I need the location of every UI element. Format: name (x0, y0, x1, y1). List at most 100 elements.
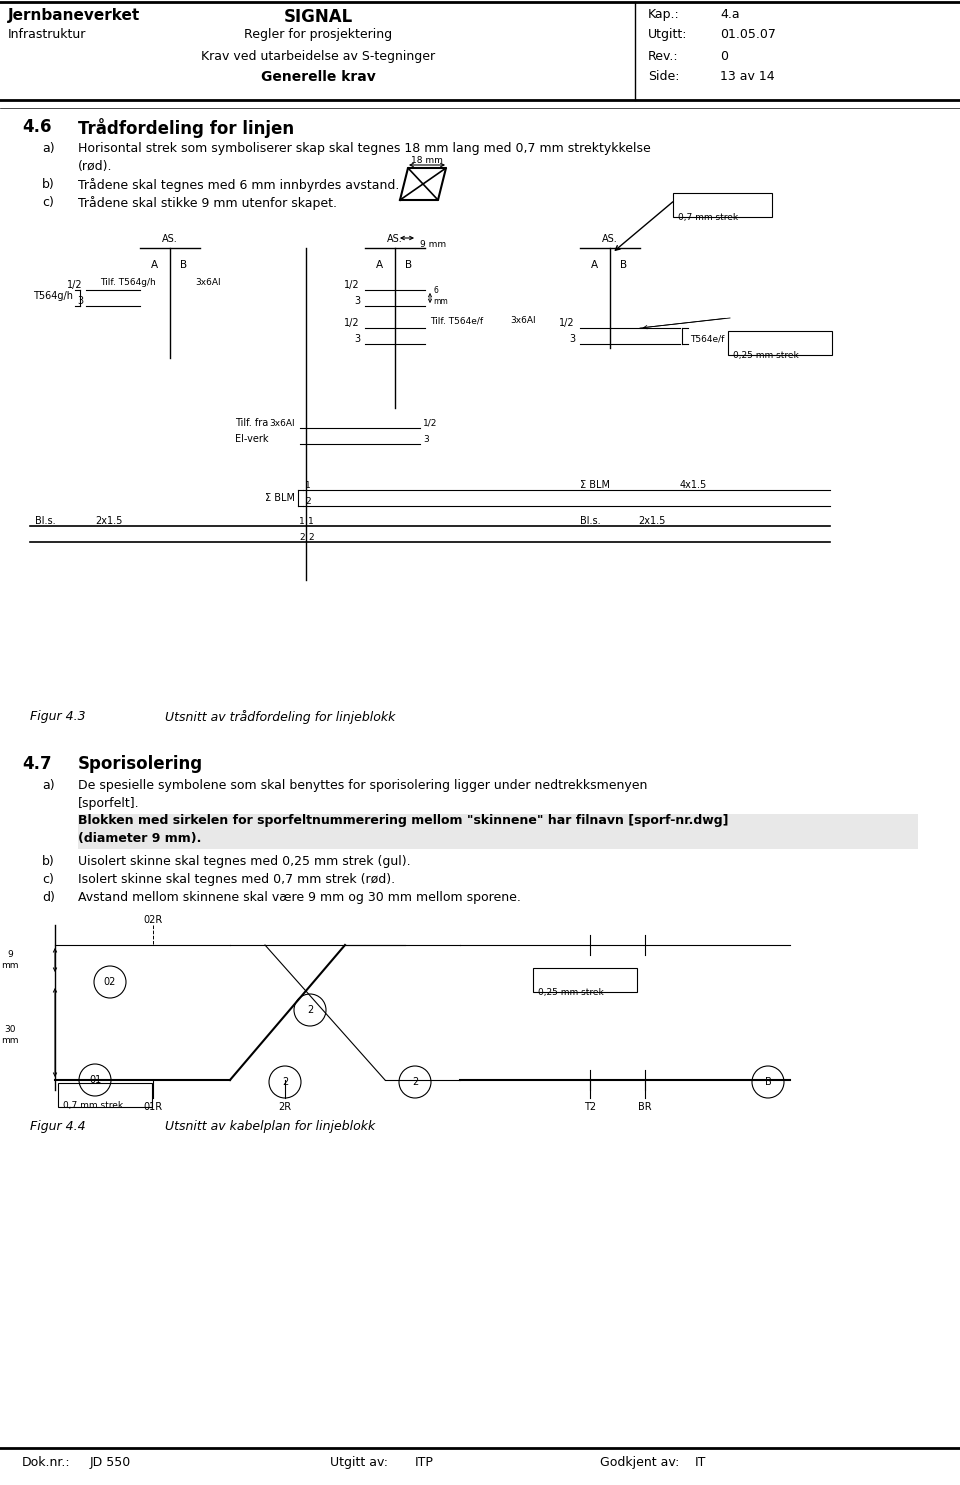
Text: Dok.nr.:: Dok.nr.: (22, 1455, 71, 1469)
Text: Infrastruktur: Infrastruktur (8, 28, 86, 42)
Text: B: B (405, 260, 413, 270)
Text: 1/2: 1/2 (345, 281, 360, 290)
FancyBboxPatch shape (58, 1083, 152, 1106)
Text: B: B (620, 260, 628, 270)
Text: Blokken med sirkelen for sporfeltnummerering mellom "skinnene" har filnavn [spor: Blokken med sirkelen for sporfeltnummere… (78, 814, 729, 827)
Text: 2: 2 (305, 497, 311, 506)
Text: Tilf. T564g/h: Tilf. T564g/h (100, 278, 156, 287)
Text: AS.: AS. (162, 235, 178, 244)
Text: Bl.s.: Bl.s. (580, 515, 601, 526)
Text: 2: 2 (307, 1005, 313, 1016)
Text: 2: 2 (412, 1077, 419, 1087)
Text: 2R: 2R (278, 1102, 292, 1112)
Text: Rev.:: Rev.: (648, 50, 679, 62)
Text: 01: 01 (89, 1075, 101, 1086)
Text: 2x1.5: 2x1.5 (95, 515, 122, 526)
Text: Utgitt av:: Utgitt av: (330, 1455, 388, 1469)
Text: 1/2: 1/2 (560, 318, 575, 328)
Text: 0,7 mm strek: 0,7 mm strek (678, 212, 738, 221)
Text: d): d) (42, 891, 55, 904)
Text: Bl.s.: Bl.s. (35, 515, 56, 526)
Text: T2: T2 (584, 1102, 596, 1112)
Text: 01R: 01R (143, 1102, 162, 1112)
Text: a): a) (42, 143, 55, 154)
Text: 4.a: 4.a (720, 7, 739, 21)
Text: 3x6Al: 3x6Al (270, 419, 295, 428)
Text: AS.: AS. (602, 235, 618, 244)
Text: c): c) (42, 873, 54, 887)
FancyBboxPatch shape (533, 968, 637, 992)
Text: Trådfordeling for linjen: Trådfordeling for linjen (78, 117, 294, 138)
Text: 3: 3 (354, 296, 360, 306)
Text: 13 av 14: 13 av 14 (720, 70, 775, 83)
Text: a): a) (42, 780, 55, 792)
Text: A: A (590, 260, 597, 270)
Text: JD 550: JD 550 (90, 1455, 132, 1469)
Text: ITP: ITP (415, 1455, 434, 1469)
Text: Utgitt:: Utgitt: (648, 28, 687, 42)
Text: 6
mm: 6 mm (433, 287, 447, 306)
Text: Figur 4.3: Figur 4.3 (30, 710, 85, 723)
Text: Σ BLM: Σ BLM (580, 480, 610, 490)
Text: Regler for prosjektering: Regler for prosjektering (244, 28, 392, 42)
Text: 3: 3 (423, 435, 429, 444)
Text: A: A (151, 260, 157, 270)
Text: 4x1.5: 4x1.5 (680, 480, 708, 490)
Text: Tilf. T564e/f: Tilf. T564e/f (430, 316, 483, 325)
Text: 0,25 mm strek: 0,25 mm strek (538, 988, 604, 996)
Text: b): b) (42, 178, 55, 192)
Text: Trådene skal stikke 9 mm utenfor skapet.: Trådene skal stikke 9 mm utenfor skapet. (78, 196, 337, 209)
Text: Krav ved utarbeidelse av S-tegninger: Krav ved utarbeidelse av S-tegninger (201, 50, 435, 62)
Text: 0: 0 (720, 50, 728, 62)
Text: Tilf. fra: Tilf. fra (235, 417, 268, 428)
Text: 3x6Al: 3x6Al (510, 316, 536, 325)
FancyBboxPatch shape (728, 331, 832, 355)
Text: 1/2: 1/2 (423, 419, 438, 428)
Text: 1: 1 (305, 481, 311, 490)
Text: 0,25 mm strek: 0,25 mm strek (733, 350, 799, 359)
Text: 02R: 02R (143, 915, 162, 925)
Text: B: B (180, 260, 187, 270)
Text: 9 mm: 9 mm (420, 241, 446, 249)
Text: Uisolert skinne skal tegnes med 0,25 mm strek (gul).: Uisolert skinne skal tegnes med 0,25 mm … (78, 855, 411, 869)
Text: c): c) (42, 196, 54, 209)
Text: IT: IT (695, 1455, 707, 1469)
Text: Avstand mellom skinnene skal være 9 mm og 30 mm mellom sporene.: Avstand mellom skinnene skal være 9 mm o… (78, 891, 521, 904)
Bar (78, 814, 918, 849)
Text: 30
mm: 30 mm (1, 1025, 19, 1045)
Text: Kap.:: Kap.: (648, 7, 680, 21)
Text: T564e/f: T564e/f (690, 336, 725, 345)
Text: BR: BR (638, 1102, 652, 1112)
FancyBboxPatch shape (673, 193, 772, 217)
Text: De spesielle symbolene som skal benyttes for sporisolering ligger under nedtrekk: De spesielle symbolene som skal benyttes… (78, 780, 647, 792)
Text: 3: 3 (354, 334, 360, 345)
Text: Jernbaneverket: Jernbaneverket (8, 7, 140, 22)
Text: [sporfelt].: [sporfelt]. (78, 797, 139, 809)
Text: 3x6Al: 3x6Al (195, 278, 221, 287)
Text: 1: 1 (308, 517, 314, 526)
Text: (diameter 9 mm).: (diameter 9 mm). (78, 832, 202, 845)
Text: Utsnitt av trådfordeling for linjeblokk: Utsnitt av trådfordeling for linjeblokk (165, 710, 396, 725)
Text: Side:: Side: (648, 70, 680, 83)
Text: 4.6: 4.6 (22, 117, 52, 137)
Text: Horisontal strek som symboliserer skap skal tegnes 18 mm lang med 0,7 mm strekty: Horisontal strek som symboliserer skap s… (78, 143, 651, 154)
Text: Utsnitt av kabelplan for linjeblokk: Utsnitt av kabelplan for linjeblokk (165, 1120, 375, 1133)
Text: B: B (764, 1077, 772, 1087)
Text: 9
mm: 9 mm (1, 950, 19, 970)
Text: 2: 2 (282, 1077, 288, 1087)
Text: Sporisolering: Sporisolering (78, 754, 204, 774)
Text: 3: 3 (77, 296, 83, 306)
Text: Generelle krav: Generelle krav (260, 70, 375, 85)
Text: Godkjent av:: Godkjent av: (600, 1455, 680, 1469)
Text: 0,7 mm strek: 0,7 mm strek (63, 1100, 123, 1109)
Text: 1/2: 1/2 (345, 318, 360, 328)
Text: 3: 3 (569, 334, 575, 345)
Text: A: A (375, 260, 383, 270)
Text: 02: 02 (104, 977, 116, 988)
Text: AS.: AS. (387, 235, 403, 244)
Text: Figur 4.4: Figur 4.4 (30, 1120, 85, 1133)
Text: 1: 1 (300, 517, 305, 526)
Text: 1/2: 1/2 (67, 281, 83, 290)
Text: Isolert skinne skal tegnes med 0,7 mm strek (rød).: Isolert skinne skal tegnes med 0,7 mm st… (78, 873, 396, 887)
Text: 01.05.07: 01.05.07 (720, 28, 776, 42)
